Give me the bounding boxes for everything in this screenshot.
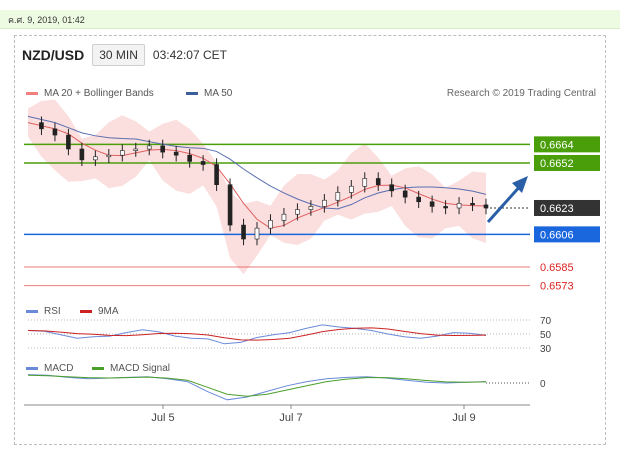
level-label-1: 0.6652 [540, 158, 574, 170]
candle-body-24 [348, 185, 354, 193]
x-tick-label-2: Jul 9 [452, 412, 475, 424]
rsi-level-label-0: 70 [540, 316, 552, 327]
legend-ma20: MA 20 + Bollinger Bands [26, 88, 154, 99]
9ma-label: 9MA [98, 306, 119, 317]
candle-body-28 [402, 190, 408, 198]
projection-arrow-line [486, 182, 524, 224]
level-label-0: 0.6664 [540, 139, 574, 151]
macd-signal-line [27, 374, 487, 397]
candle-body-31 [443, 206, 448, 209]
rsi-line [27, 324, 487, 345]
rsi-level-label-1: 50 [540, 330, 552, 341]
x-tick-label-1: Jul 7 [279, 412, 302, 424]
candle-body-13 [200, 161, 206, 165]
legend-macd: MACD [26, 363, 73, 374]
level-label-3: 0.6606 [540, 229, 574, 241]
candle-body-29 [416, 196, 421, 203]
rsi-label: RSI [44, 306, 61, 317]
candle-body-21 [308, 206, 314, 210]
9ma-swatch [80, 310, 92, 313]
candle-body-30 [429, 201, 435, 207]
candle-body-20 [295, 209, 300, 215]
candle-body-3 [66, 134, 71, 150]
macd-signal-swatch [92, 367, 104, 370]
candle-body-34 [483, 204, 489, 209]
candle-body-15 [227, 184, 233, 226]
legend-ma50: MA 50 [186, 88, 232, 99]
projection-arrow-head [512, 176, 528, 193]
candle-body-5 [93, 156, 98, 161]
time-label: 03:42:07 CET [152, 48, 227, 62]
macd-label: MACD [44, 363, 74, 374]
ma20-label: MA 20 + Bollinger Bands [44, 88, 154, 99]
level-label-4: 0.6585 [540, 262, 574, 274]
candle-body-32 [456, 203, 462, 209]
legend-9ma: 9MA [80, 306, 119, 317]
level-box-1 [534, 154, 600, 171]
macd-zero-label: 0 [540, 379, 546, 390]
macd-signal-label: MACD Signal [110, 363, 171, 374]
ma50-label: MA 50 [204, 88, 233, 99]
ma20-swatch [26, 92, 38, 95]
candle-body-2 [52, 128, 58, 136]
candle-body-7 [119, 150, 125, 156]
candle-body-19 [281, 213, 287, 221]
chart-frame [14, 35, 606, 445]
level-box-0 [534, 136, 600, 153]
timeframe-button[interactable]: 30 MIN [92, 44, 145, 66]
candle-body-4 [79, 148, 85, 161]
candle-body-8 [133, 148, 139, 151]
timestamp-bar: ค.ศ. 9, 2019, 01:42 [0, 10, 620, 29]
candle-body-12 [187, 154, 192, 162]
level-box-3 [534, 226, 600, 243]
level-label-2: 0.6623 [540, 203, 574, 215]
legend-macd-signal: MACD Signal [92, 363, 170, 374]
candle-body-33 [470, 203, 475, 206]
ma20-line [27, 122, 487, 229]
ma50-line [27, 115, 487, 210]
candle-body-6 [106, 154, 112, 158]
candle-body-26 [375, 178, 381, 186]
candle-body-16 [241, 224, 246, 240]
macd-swatch [26, 367, 38, 370]
rsi-9ma-line [27, 327, 487, 341]
rsi-level-label-2: 30 [540, 344, 552, 355]
rsi-swatch [26, 310, 38, 313]
bollinger-band [28, 99, 486, 275]
candle-body-23 [335, 192, 341, 201]
legend-rsi: RSI [26, 306, 61, 317]
candle-body-25 [362, 178, 368, 187]
ma50-swatch [186, 92, 198, 95]
chart-header: NZD/USD 30 MIN 03:42:07 CET [22, 43, 227, 67]
candle-body-17 [254, 227, 260, 240]
candle-body-22 [322, 199, 327, 207]
candle-body-27 [389, 184, 395, 192]
candle-body-9 [146, 145, 152, 150]
level-label-5: 0.6573 [540, 281, 574, 293]
candle-body-11 [173, 151, 179, 156]
timestamp: ค.ศ. 9, 2019, 01:42 [8, 15, 85, 25]
research-credit: Research © 2019 Trading Central [446, 88, 596, 99]
candle-body-18 [268, 220, 273, 229]
candle-body-1 [39, 122, 44, 130]
candle-body-14 [214, 164, 219, 186]
candle-body-10 [160, 145, 166, 153]
macd-line [27, 374, 487, 401]
symbol-label: NZD/USD [22, 47, 85, 63]
level-box-2 [534, 199, 600, 216]
x-tick-label-0: Jul 5 [151, 412, 174, 424]
